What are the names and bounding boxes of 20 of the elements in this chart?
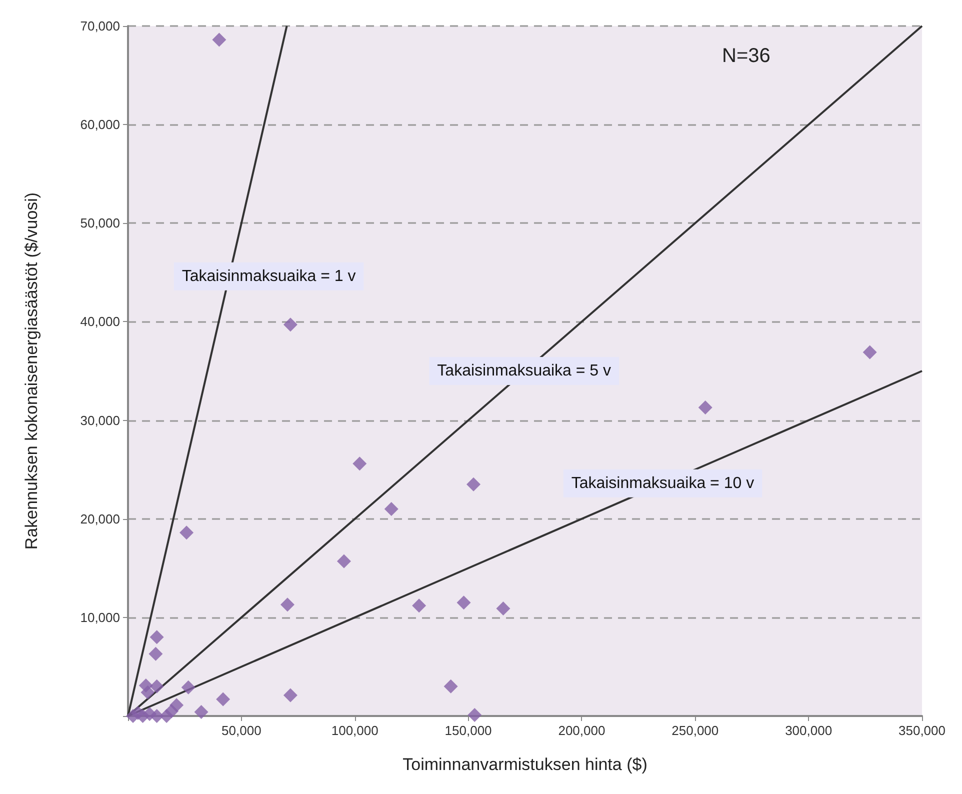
annotation: N=36 bbox=[722, 45, 770, 67]
annotation: Takaisinmaksuaika = 5 v bbox=[437, 362, 612, 380]
x-tick-label: 350,000 bbox=[898, 723, 946, 738]
x-tick-label: 50,000 bbox=[222, 723, 262, 738]
y-tick-label: 20,000 bbox=[80, 511, 120, 526]
y-tick-label: 40,000 bbox=[80, 314, 120, 330]
y-tick-label: 50,000 bbox=[80, 216, 120, 231]
y-axis-title: Rakennuksen kokonaisenergiasäästöt ($/vuosi) bbox=[22, 192, 41, 550]
x-tick-label: 300,000 bbox=[785, 723, 832, 738]
x-axis-title: Toiminnanvarmistuksen hinta ($) bbox=[402, 755, 648, 774]
x-tick-label: 200,000 bbox=[558, 723, 606, 738]
annotation: Takaisinmaksuaika = 10 v bbox=[571, 474, 754, 492]
x-tick-label: 250,000 bbox=[672, 723, 719, 738]
y-tick-label: 30,000 bbox=[80, 412, 120, 428]
y-tick-label: 70,000 bbox=[80, 18, 120, 34]
annotation: Takaisinmaksuaika = 1 v bbox=[182, 268, 356, 285]
x-tick-label: 100,000 bbox=[331, 723, 378, 738]
y-tick-label: 10,000 bbox=[80, 610, 120, 625]
x-tick-label: 150,000 bbox=[444, 723, 492, 738]
y-tick-label: 60,000 bbox=[80, 117, 120, 132]
